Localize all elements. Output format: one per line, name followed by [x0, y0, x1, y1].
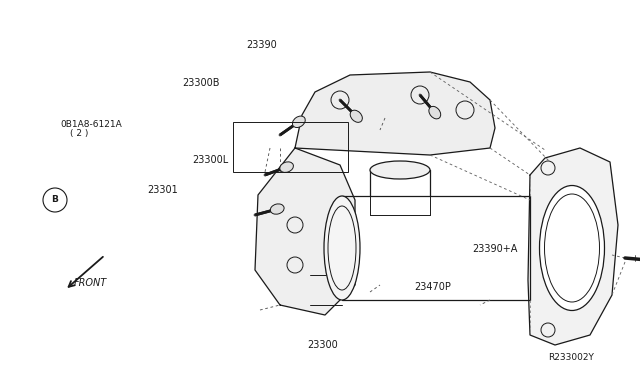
Ellipse shape — [270, 204, 284, 214]
Ellipse shape — [324, 196, 360, 300]
Text: 23301: 23301 — [147, 185, 178, 195]
Ellipse shape — [280, 162, 293, 172]
Text: 23300L: 23300L — [192, 155, 228, 165]
Ellipse shape — [350, 110, 362, 122]
Ellipse shape — [429, 106, 441, 119]
Text: 23390+A: 23390+A — [472, 244, 518, 254]
Ellipse shape — [370, 161, 430, 179]
Polygon shape — [255, 148, 355, 315]
Text: 23300B: 23300B — [182, 78, 220, 87]
Text: 23470P: 23470P — [415, 282, 452, 292]
Text: R233002Y: R233002Y — [548, 353, 594, 362]
Ellipse shape — [292, 116, 305, 128]
Bar — [233, 122, 348, 172]
Text: FRONT: FRONT — [74, 279, 107, 288]
Ellipse shape — [540, 186, 605, 311]
Text: ( 2 ): ( 2 ) — [70, 129, 89, 138]
Text: 23300: 23300 — [307, 340, 338, 350]
Polygon shape — [528, 148, 618, 345]
Text: 0B1A8-6121A: 0B1A8-6121A — [61, 120, 122, 129]
Polygon shape — [295, 72, 495, 155]
Text: B: B — [52, 196, 58, 205]
Text: 23390: 23390 — [246, 41, 277, 50]
